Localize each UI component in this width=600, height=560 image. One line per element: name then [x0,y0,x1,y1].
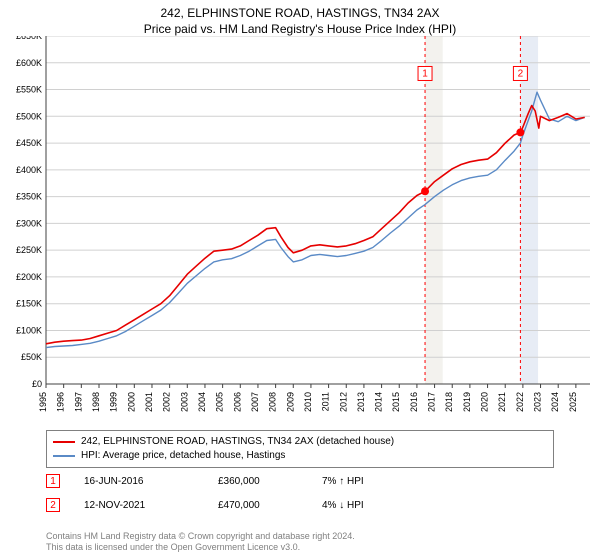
svg-text:£250K: £250K [16,245,42,255]
transaction-marker-2: 2 [46,498,60,512]
transaction-pct-1: 7% ↑ HPI [322,476,422,487]
svg-text:2005: 2005 [215,392,225,412]
title-line-2: Price paid vs. HM Land Registry's House … [0,22,600,38]
svg-text:£400K: £400K [16,165,42,175]
svg-text:2004: 2004 [197,392,207,412]
svg-text:2021: 2021 [497,392,507,412]
svg-text:£50K: £50K [21,352,42,362]
svg-text:2016: 2016 [409,392,419,412]
svg-text:£500K: £500K [16,111,42,121]
footer-attribution: Contains HM Land Registry data © Crown c… [46,531,554,554]
svg-text:1997: 1997 [73,392,83,412]
transaction-date-2: 12-NOV-2021 [84,500,194,511]
svg-text:2: 2 [518,68,524,79]
svg-text:£150K: £150K [16,299,42,309]
svg-text:2001: 2001 [144,392,154,412]
svg-text:2010: 2010 [303,392,313,412]
svg-text:2018: 2018 [444,392,454,412]
transaction-marker-1: 1 [46,474,60,488]
svg-text:£550K: £550K [16,85,42,95]
svg-text:£300K: £300K [16,218,42,228]
legend-label-1: 242, ELPHINSTONE ROAD, HASTINGS, TN34 2A… [81,435,394,449]
svg-text:2017: 2017 [427,392,437,412]
legend-swatch-2 [53,455,75,457]
svg-text:2009: 2009 [285,392,295,412]
page: 242, ELPHINSTONE ROAD, HASTINGS, TN34 2A… [0,0,600,560]
svg-text:1996: 1996 [56,392,66,412]
svg-text:£600K: £600K [16,58,42,68]
svg-text:£100K: £100K [16,325,42,335]
svg-text:2020: 2020 [480,392,490,412]
line-chart-svg: £0 £50K £100K £150K £200K £250K £300K £350K £400… [0,36,600,424]
svg-text:£450K: £450K [16,138,42,148]
svg-text:2022: 2022 [515,392,525,412]
transaction-date-1: 16-JUN-2016 [84,476,194,487]
svg-text:2015: 2015 [391,392,401,412]
svg-text:2000: 2000 [126,392,136,412]
svg-text:2012: 2012 [338,392,348,412]
svg-text:2013: 2013 [356,392,366,412]
svg-text:£350K: £350K [16,192,42,202]
transaction-pct-2: 4% ↓ HPI [322,500,422,511]
svg-text:2003: 2003 [179,392,189,412]
transaction-price-1: £360,000 [218,476,298,487]
chart-title: 242, ELPHINSTONE ROAD, HASTINGS, TN34 2A… [0,0,600,37]
svg-text:2023: 2023 [533,392,543,412]
svg-text:2002: 2002 [162,392,172,412]
svg-text:2014: 2014 [374,392,384,412]
transaction-price-2: £470,000 [218,500,298,511]
svg-text:£200K: £200K [16,272,42,282]
svg-text:2008: 2008 [268,392,278,412]
legend-box: 242, ELPHINSTONE ROAD, HASTINGS, TN34 2A… [46,430,554,468]
svg-text:1: 1 [422,68,428,79]
svg-text:1999: 1999 [109,392,119,412]
footer-line-2: This data is licensed under the Open Gov… [46,542,554,554]
svg-text:£650K: £650K [16,36,42,41]
legend-row-series-1: 242, ELPHINSTONE ROAD, HASTINGS, TN34 2A… [53,435,547,449]
transaction-row-2: 2 12-NOV-2021 £470,000 4% ↓ HPI [46,494,554,516]
legend-row-series-2: HPI: Average price, detached house, Hast… [53,449,547,463]
svg-text:1998: 1998 [91,392,101,412]
transaction-row-1: 1 16-JUN-2016 £360,000 7% ↑ HPI [46,470,554,492]
svg-text:2007: 2007 [250,392,260,412]
chart-area: £0 £50K £100K £150K £200K £250K £300K £350K £400… [0,36,600,424]
footer-line-1: Contains HM Land Registry data © Crown c… [46,531,554,543]
svg-text:1995: 1995 [38,392,48,412]
legend-label-2: HPI: Average price, detached house, Hast… [81,449,285,463]
title-line-1: 242, ELPHINSTONE ROAD, HASTINGS, TN34 2A… [0,6,600,22]
svg-text:£0: £0 [32,379,42,389]
svg-text:2025: 2025 [568,392,578,412]
legend-swatch-1 [53,441,75,443]
svg-text:2011: 2011 [321,392,331,411]
svg-text:2006: 2006 [232,392,242,412]
svg-text:2019: 2019 [462,392,472,412]
svg-text:2024: 2024 [550,392,560,412]
